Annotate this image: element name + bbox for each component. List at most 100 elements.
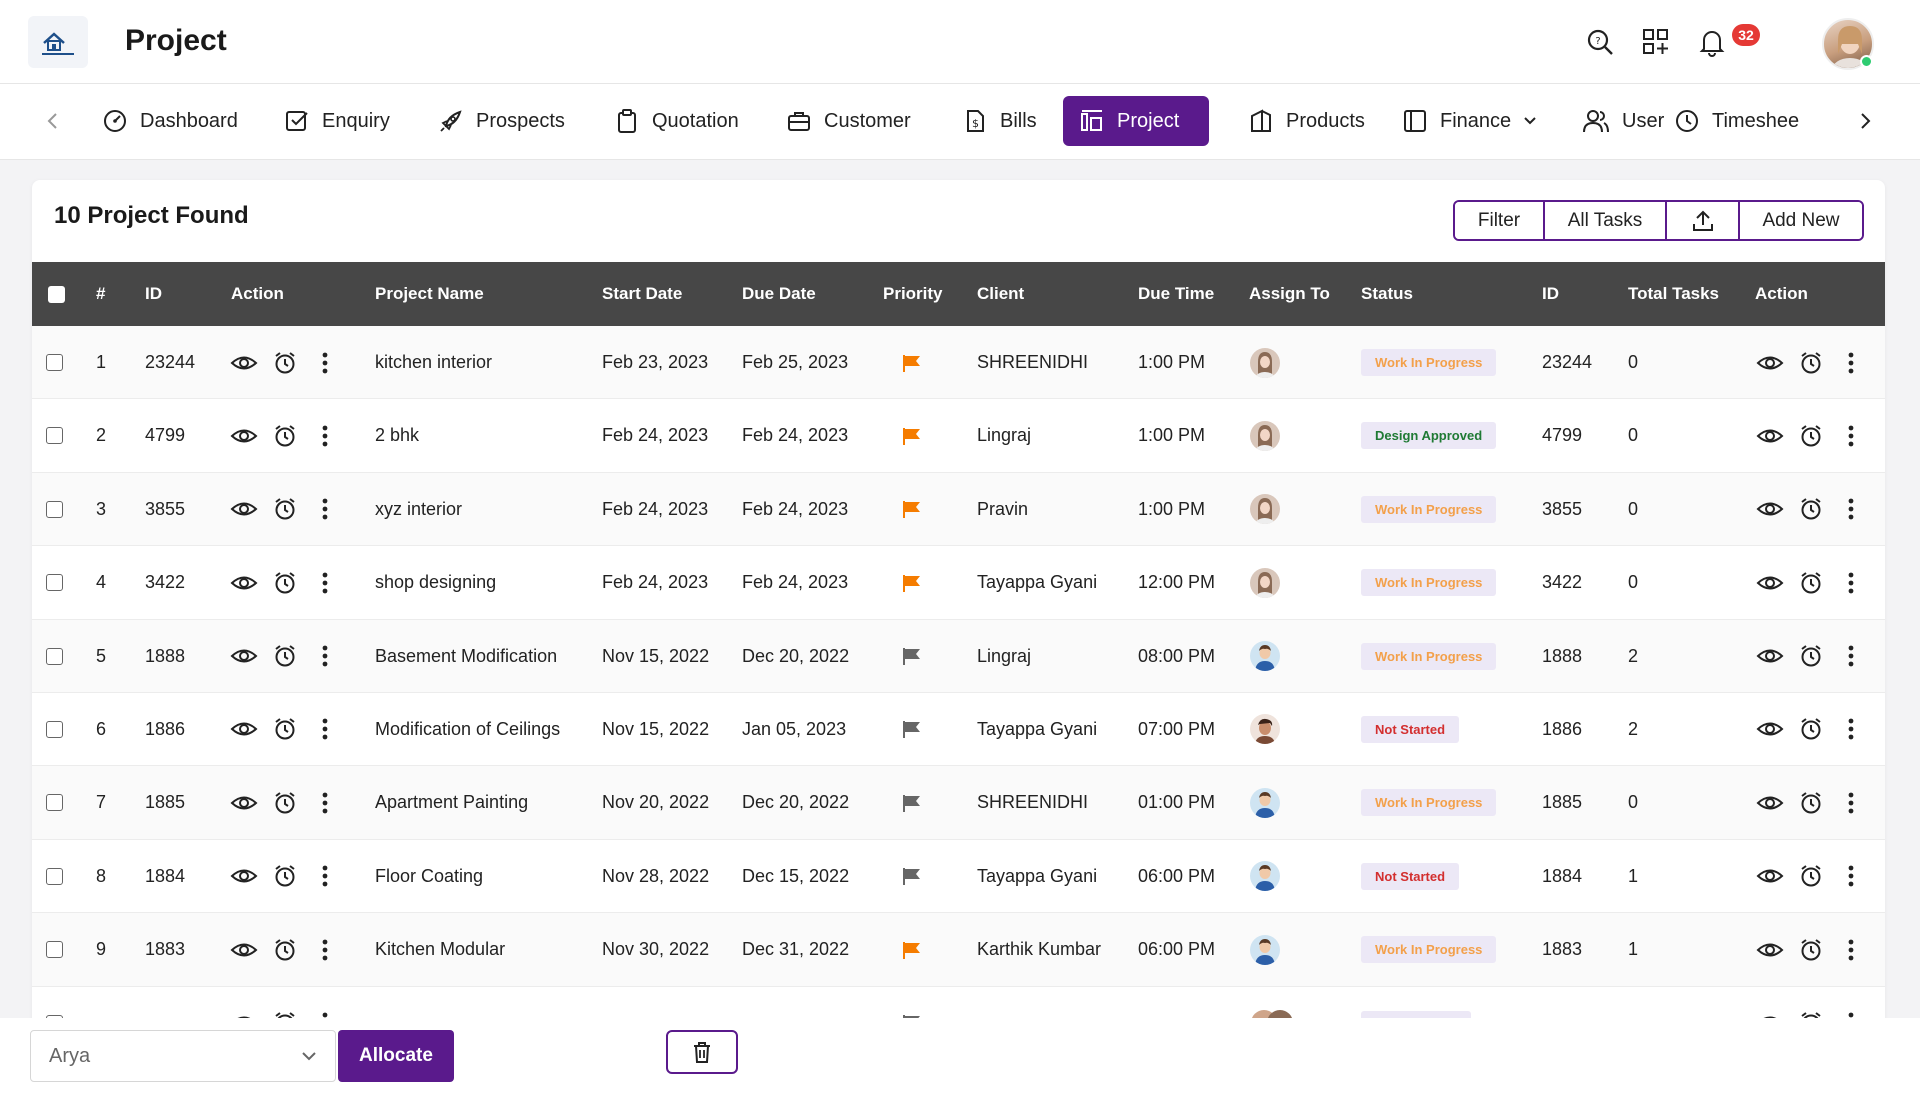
assignee-avatar[interactable] <box>1250 766 1280 839</box>
table-row[interactable]: 8 1884 Floor Coating Nov 28, 2022 Dec 15, 20… <box>32 840 1885 914</box>
view-icon[interactable] <box>228 913 260 986</box>
alarm-icon[interactable] <box>1795 766 1827 839</box>
view-icon[interactable] <box>228 326 260 399</box>
view-icon[interactable] <box>228 546 260 619</box>
more-options-icon[interactable] <box>309 546 341 619</box>
col-due-time[interactable]: Due Time <box>1138 284 1215 303</box>
filter-button[interactable]: Filter <box>1455 202 1545 239</box>
view-icon[interactable] <box>1754 693 1786 766</box>
more-options-icon[interactable] <box>309 399 341 472</box>
bell-icon[interactable] <box>1694 24 1730 60</box>
alarm-icon[interactable] <box>269 546 301 619</box>
more-options-icon[interactable] <box>1835 399 1867 472</box>
nav-item-products[interactable]: Products <box>1232 96 1381 146</box>
add-new-button[interactable]: Add New <box>1740 202 1862 239</box>
project-name[interactable]: kitchen interior <box>375 352 493 372</box>
view-icon[interactable] <box>1754 326 1786 399</box>
more-options-icon[interactable] <box>309 473 341 546</box>
more-options-icon[interactable] <box>1835 473 1867 546</box>
col-due-date[interactable]: Due Date <box>742 284 816 303</box>
nav-prev-arrow[interactable] <box>38 106 68 136</box>
more-options-icon[interactable] <box>1835 766 1867 839</box>
assignee-avatar[interactable] <box>1250 913 1280 986</box>
row-checkbox[interactable] <box>46 620 63 693</box>
table-row[interactable]: 7 1885 Apartment Painting Nov 20, 2022 Dec 2… <box>32 766 1885 840</box>
alarm-icon[interactable] <box>1795 473 1827 546</box>
nav-item-user[interactable]: User <box>1566 96 1680 146</box>
alarm-icon[interactable] <box>269 620 301 693</box>
col-client[interactable]: Client <box>977 284 1025 303</box>
alarm-icon[interactable] <box>1795 399 1827 472</box>
row-checkbox[interactable] <box>46 913 63 986</box>
view-icon[interactable] <box>228 473 260 546</box>
alarm-icon[interactable] <box>269 326 301 399</box>
alarm-icon[interactable] <box>269 913 301 986</box>
project-name[interactable]: Floor Coating <box>375 865 484 886</box>
table-row[interactable]: 9 1883 Kitchen Modular Nov 30, 2022 Dec 31, … <box>32 913 1885 987</box>
col-start-date[interactable]: Start Date <box>602 284 683 303</box>
assignee-avatar[interactable] <box>1250 399 1280 472</box>
project-name[interactable]: xyz interior <box>375 498 463 519</box>
view-icon[interactable] <box>228 840 260 913</box>
assignee-avatar[interactable] <box>1250 473 1280 546</box>
table-row[interactable]: 5 1888 Basement Modification Nov 15, 2022 De… <box>32 619 1885 693</box>
more-options-icon[interactable] <box>309 913 341 986</box>
delete-button[interactable] <box>666 1030 738 1074</box>
more-options-icon[interactable] <box>1835 693 1867 766</box>
col-total-tasks[interactable]: Total Tasks <box>1628 284 1720 303</box>
alarm-icon[interactable] <box>1795 693 1827 766</box>
more-options-icon[interactable] <box>1835 546 1867 619</box>
view-icon[interactable] <box>228 620 260 693</box>
nav-item-customer[interactable]: Customer <box>770 96 927 146</box>
project-name[interactable]: shop designing <box>375 572 497 593</box>
alarm-icon[interactable] <box>269 473 301 546</box>
assignee-avatar[interactable] <box>1250 693 1280 766</box>
nav-item-prospects[interactable]: Prospects <box>422 96 581 146</box>
table-row[interactable]: 1 23244 kitchen interior Feb 23, 2023 Feb 25… <box>32 326 1885 400</box>
allocate-button[interactable]: Allocate <box>338 1030 454 1082</box>
nav-next-arrow[interactable] <box>1850 106 1880 136</box>
project-name[interactable]: Basement Modification <box>375 645 558 666</box>
view-icon[interactable] <box>1754 840 1786 913</box>
row-checkbox[interactable] <box>46 473 63 546</box>
more-options-icon[interactable] <box>1835 913 1867 986</box>
alarm-icon[interactable] <box>1795 546 1827 619</box>
col-status[interactable]: Status <box>1361 284 1413 303</box>
project-name[interactable]: 2 bhk <box>375 425 420 446</box>
project-name[interactable]: Modification of Ceilings <box>375 718 561 739</box>
view-icon[interactable] <box>1754 620 1786 693</box>
alarm-icon[interactable] <box>269 840 301 913</box>
alarm-icon[interactable] <box>1795 620 1827 693</box>
more-options-icon[interactable] <box>309 840 341 913</box>
row-checkbox[interactable] <box>46 766 63 839</box>
row-checkbox[interactable] <box>46 840 63 913</box>
table-row[interactable]: 4 3422 shop designing Feb 24, 2023 Feb 24, 2… <box>32 546 1885 620</box>
view-icon[interactable] <box>228 399 260 472</box>
more-options-icon[interactable] <box>309 620 341 693</box>
assignee-avatar[interactable] <box>1250 620 1280 693</box>
nav-item-finance[interactable]: Finance <box>1386 96 1553 146</box>
view-icon[interactable] <box>228 766 260 839</box>
assignee-avatar[interactable] <box>1250 326 1280 399</box>
project-name[interactable]: Kitchen Modular <box>375 939 506 960</box>
alarm-icon[interactable] <box>1795 840 1827 913</box>
more-options-icon[interactable] <box>1835 840 1867 913</box>
more-options-icon[interactable] <box>309 766 341 839</box>
export-button[interactable] <box>1667 202 1740 239</box>
alarm-icon[interactable] <box>1795 326 1827 399</box>
table-row[interactable]: 2 4799 2 bhk Feb 24, 2023 Feb 24, 2023 Lingra… <box>32 399 1885 473</box>
assignee-avatar[interactable] <box>1250 546 1280 619</box>
assignee-avatar[interactable] <box>1250 840 1280 913</box>
nav-item-dashboard[interactable]: Dashboard <box>86 96 254 146</box>
alarm-icon[interactable] <box>1795 913 1827 986</box>
col-priority[interactable]: Priority <box>883 284 943 303</box>
more-options-icon[interactable] <box>309 326 341 399</box>
select-all-checkbox[interactable] <box>48 262 65 326</box>
table-row[interactable]: 3 3855 xyz interior Feb 24, 2023 Feb 24, 202… <box>32 472 1885 547</box>
nav-item-enquiry[interactable]: Enquiry <box>268 96 406 146</box>
nav-item-project[interactable]: Project <box>1063 96 1209 146</box>
alarm-icon[interactable] <box>269 693 301 766</box>
view-icon[interactable] <box>1754 399 1786 472</box>
assignee-select[interactable]: Arya <box>30 1030 336 1082</box>
view-icon[interactable] <box>1754 546 1786 619</box>
